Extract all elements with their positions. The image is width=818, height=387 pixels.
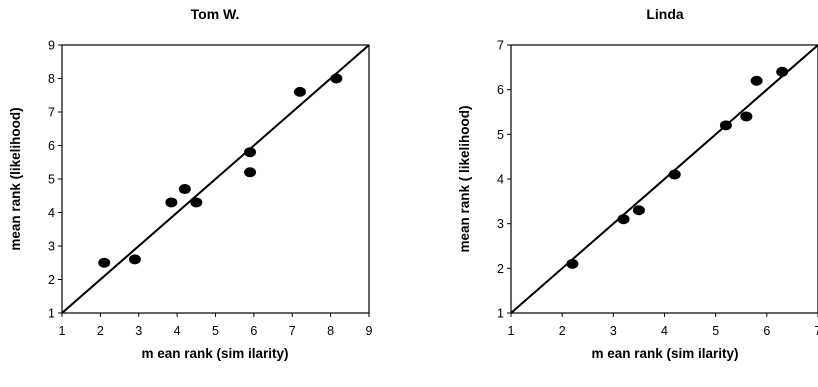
data-point [668, 169, 681, 180]
chart-tom-w: Tom W. 1 2 3 4 5 6 7 8 9 1 2 3 4 5 6 7 8 9 m ean rank (s… [8, 6, 373, 361]
reference-line [510, 44, 818, 314]
chart-title: Tom W. [191, 6, 240, 22]
x-tick-label: 6 [763, 324, 770, 338]
y-tick-label: 1 [497, 307, 504, 321]
x-tick-label: 5 [712, 324, 719, 338]
y-tick-label: 2 [497, 262, 504, 276]
data-point [293, 86, 306, 97]
y-tick-label: 6 [497, 83, 504, 97]
y-tick-labels: 1 2 3 4 5 6 7 8 9 [48, 39, 62, 321]
data-point [98, 257, 111, 268]
data-point [190, 197, 203, 208]
y-tick-label: 7 [48, 106, 55, 120]
x-tick-label: 1 [59, 324, 66, 338]
y-axis-label: mean rank (likelihood) [8, 107, 23, 250]
y-tick-label: 9 [48, 39, 55, 53]
y-tick-label: 3 [497, 217, 504, 231]
data-point [750, 75, 763, 86]
y-tick-labels: 1 2 3 4 5 6 7 [497, 39, 511, 321]
data-point [330, 73, 343, 84]
data-points [98, 73, 343, 268]
x-tick-labels: 1 2 3 4 5 6 7 [508, 313, 818, 338]
y-tick-label: 2 [48, 273, 55, 287]
x-tick-label: 3 [135, 324, 142, 338]
reference-line-group [510, 44, 818, 314]
x-tick-label: 7 [815, 324, 818, 338]
data-point [244, 147, 257, 158]
data-point [178, 184, 191, 195]
data-point [632, 205, 645, 216]
x-tick-labels: 1 2 3 4 5 6 7 8 9 [59, 313, 373, 338]
data-point [128, 254, 141, 265]
chart-title: Linda [646, 6, 684, 22]
x-tick-label: 3 [610, 324, 617, 338]
y-tick-label: 5 [48, 173, 55, 187]
y-tick-label: 8 [48, 72, 55, 86]
data-point [740, 111, 753, 122]
data-point [617, 214, 630, 225]
x-tick-label: 6 [250, 324, 257, 338]
y-tick-label: 1 [48, 307, 55, 321]
x-tick-label: 7 [289, 324, 296, 338]
reference-line-group [61, 44, 370, 314]
data-points [566, 66, 789, 269]
y-tick-label: 5 [497, 128, 504, 142]
x-tick-label: 5 [212, 324, 219, 338]
data-point [165, 197, 178, 208]
chart-linda: Linda 1 2 3 4 5 6 7 1 2 3 4 5 6 7 m ean rank (sim il… [457, 6, 818, 361]
y-tick-label: 4 [497, 173, 504, 187]
y-axis-label: mean rank ( likelihood) [457, 105, 472, 252]
x-tick-label: 2 [559, 324, 566, 338]
data-point [719, 120, 732, 131]
y-tick-label: 3 [48, 240, 55, 254]
y-tick-label: 7 [497, 39, 504, 53]
data-point [776, 66, 789, 77]
y-tick-label: 4 [48, 206, 55, 220]
y-tick-label: 6 [48, 139, 55, 153]
x-tick-label: 8 [327, 324, 334, 338]
x-axis-label: m ean rank (sim ilarity) [141, 346, 288, 361]
data-point [566, 258, 579, 269]
x-axis-label: m ean rank (sim ilarity) [591, 346, 738, 361]
x-tick-label: 4 [174, 324, 181, 338]
x-tick-label: 9 [366, 324, 373, 338]
x-tick-label: 1 [508, 324, 515, 338]
reference-line [61, 44, 370, 314]
x-tick-label: 2 [97, 324, 104, 338]
data-point [244, 167, 257, 178]
x-tick-label: 4 [661, 324, 668, 338]
